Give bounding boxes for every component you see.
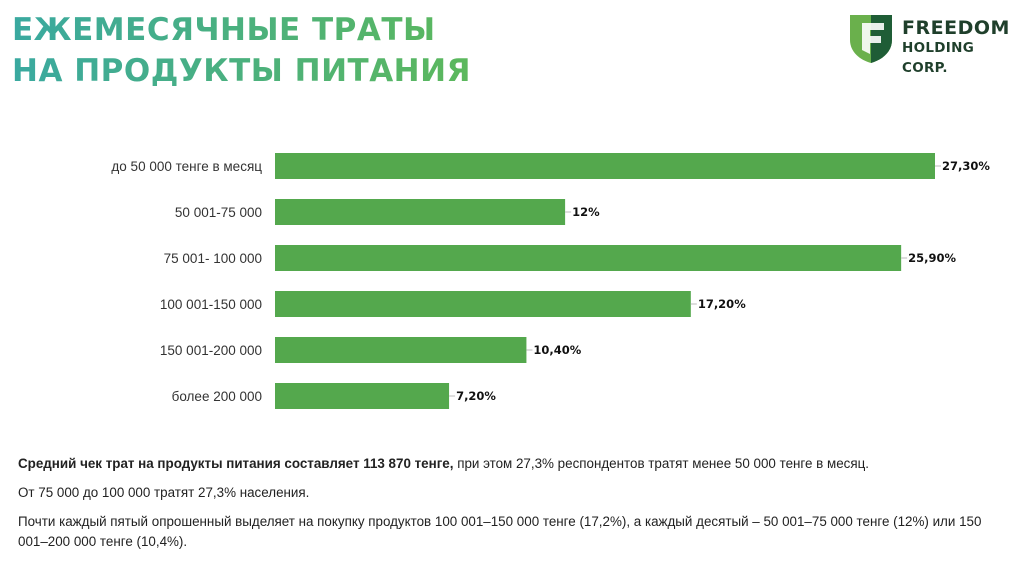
value-label: 7,20% xyxy=(456,389,496,403)
note-average-check: Средний чек трат на продукты питания сос… xyxy=(18,454,1008,474)
category-label: более 200 000 xyxy=(172,389,262,404)
note-75-100k: От 75 000 до 100 000 тратят 27,3% населе… xyxy=(18,485,310,500)
bar xyxy=(275,153,935,179)
shield-logo-icon xyxy=(850,15,892,63)
value-label: 10,40% xyxy=(533,343,581,357)
value-label: 25,90% xyxy=(908,251,956,265)
logo-line1: FREEDOM xyxy=(902,17,1010,39)
spending-bar-chart: до 50 000 тенге в месяц 27,30% 50 001-75 0… xyxy=(111,153,990,409)
summary-notes: Средний чек трат на продукты питания сос… xyxy=(18,454,1008,561)
bar xyxy=(275,383,450,409)
category-label: до 50 000 тенге в месяц xyxy=(111,159,262,174)
value-label: 27,30% xyxy=(942,159,990,173)
logo-wordmark: FREEDOM HOLDING CORP. xyxy=(902,18,1018,78)
bar xyxy=(275,291,691,317)
bar xyxy=(275,245,902,271)
page-title-line2: НА ПРОДУКТЫ ПИТАНИЯ xyxy=(12,53,471,89)
category-label: 75 001- 100 000 xyxy=(164,251,262,266)
company-logo: FREEDOM HOLDING CORP. xyxy=(848,14,1018,76)
bar xyxy=(275,199,566,225)
note-average-check-bold: Средний чек трат на продукты питания сос… xyxy=(18,456,454,471)
category-label: 150 001-200 000 xyxy=(160,343,262,358)
bar xyxy=(275,337,527,363)
note-average-check-rest: при этом 27,3% респондентов тратят менее… xyxy=(453,456,869,471)
category-label: 50 001-75 000 xyxy=(175,205,262,220)
page-title: ЕЖЕМЕСЯЧНЫЕ ТРАТЫ НА ПРОДУКТЫ ПИТАНИЯ xyxy=(12,10,471,92)
category-label: 100 001-150 000 xyxy=(160,297,262,312)
note-share-breakdown: Почти каждый пятый опрошенный выделяет н… xyxy=(18,514,982,549)
value-label: 17,20% xyxy=(698,297,746,311)
value-label: 12% xyxy=(572,205,600,219)
page-title-line1: ЕЖЕМЕСЯЧНЫЕ ТРАТЫ xyxy=(12,12,436,48)
logo-line2: HOLDING CORP. xyxy=(902,40,975,76)
